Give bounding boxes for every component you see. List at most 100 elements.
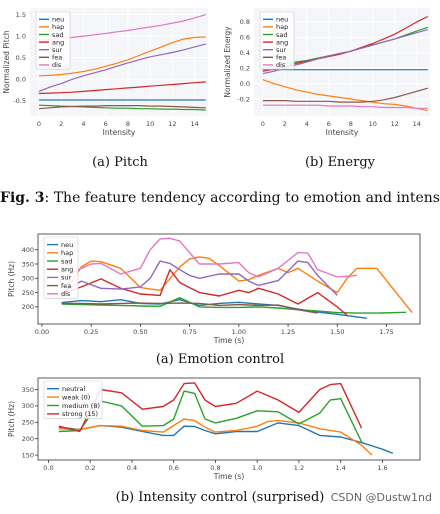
- x-tick-label: 0: [261, 120, 265, 128]
- y-tick-label: 250: [22, 419, 34, 427]
- y-tick-label: 0.4: [240, 49, 250, 57]
- series-line-ang: [61, 269, 348, 316]
- x-tick-label: 6: [327, 120, 331, 128]
- series-line-sad: [61, 296, 407, 314]
- y-axis-label: Pitch (Hz): [7, 401, 16, 437]
- legend-label: sad: [52, 31, 64, 39]
- x-tick-label: 4: [305, 120, 309, 128]
- x-tick-label: 0.25: [84, 328, 98, 336]
- y-tick-label: 300: [22, 275, 34, 283]
- series-line-hap: [38, 36, 206, 77]
- legend-label: strong (15): [62, 410, 98, 418]
- y-tick-label: 250: [22, 289, 34, 297]
- x-tick-label: 0.0: [43, 464, 53, 472]
- legend-label: medium (8): [62, 402, 100, 410]
- watermark: CSDN @Dustw1nd: [330, 491, 432, 504]
- legend-box: [43, 380, 103, 419]
- energy-chart: 0 2 4 6 8 10 12 14 -0.2 0.0 0.2 0.4 0.6 0.8 Intensity N…: [220, 0, 440, 150]
- legend-label: neu: [61, 241, 73, 249]
- plot-frame: [37, 233, 421, 325]
- x-tick-label: 12: [168, 120, 176, 128]
- legend-label: hap: [61, 249, 73, 257]
- x-tick-label: 0.75: [182, 328, 196, 336]
- x-axis-label: Intensity: [103, 128, 136, 137]
- y-tick-label: 1.0: [16, 32, 26, 40]
- x-tick-label: 1.75: [379, 328, 393, 336]
- legend-label: fea: [276, 54, 286, 62]
- y-tick-label: 0.0: [240, 80, 250, 88]
- plot-frame: [37, 377, 421, 461]
- series-line-dis: [262, 104, 428, 109]
- series-line-weak-0-: [58, 418, 373, 456]
- y-tick-label: 0.6: [240, 34, 250, 42]
- x-tick-label: 10: [369, 120, 377, 128]
- y-tick-label: 350: [22, 386, 34, 394]
- series-line-fea: [262, 87, 428, 103]
- intensity-control-chart: 0.0 0.2 0.4 0.6 0.8 1.0 1.2 1.4 1.6 150 200 250 300 3…: [0, 372, 440, 484]
- legend-label: dis: [52, 61, 62, 69]
- series-line-sur: [61, 260, 338, 296]
- y-tick-label: -0.2: [237, 95, 250, 103]
- figure-caption-text: : The feature tendency according to emot…: [44, 190, 440, 206]
- x-tick-label: 1.00: [232, 328, 246, 336]
- y-tick-label: 1.5: [16, 11, 26, 19]
- x-tick-label: 1.6: [377, 464, 387, 472]
- series-line-hap: [61, 256, 413, 314]
- y-tick-label: 400: [22, 246, 34, 254]
- y-axis-label: Pitch (Hz): [7, 261, 16, 297]
- x-tick-label: 0.00: [35, 328, 49, 336]
- x-tick-label: 2: [283, 120, 287, 128]
- x-tick-label: 1.50: [330, 328, 344, 336]
- y-axis-label: Normalized Energy: [223, 26, 232, 98]
- legend-label: ang: [52, 38, 64, 46]
- legend-label: sad: [61, 257, 73, 265]
- legend-label: weak (0): [62, 393, 90, 401]
- x-tick-label: 1.4: [336, 464, 346, 472]
- legend-label: neutral: [62, 385, 85, 393]
- x-tick-label: 0.8: [210, 464, 220, 472]
- series-line-medium-8-: [58, 390, 363, 443]
- x-tick-label: 0.50: [133, 328, 147, 336]
- x-tick-label: 12: [391, 120, 399, 128]
- caption-emotion-control: (a) Emotion control: [155, 352, 285, 367]
- y-tick-label: 0.2: [240, 64, 250, 72]
- y-tick-label: 200: [22, 435, 34, 443]
- legend-label: fea: [52, 54, 62, 62]
- x-tick-label: 0.4: [127, 464, 137, 472]
- series-line-neu: [61, 298, 367, 319]
- plot-area: [38, 234, 420, 324]
- series-line-fea: [38, 104, 206, 110]
- y-tick-label: 350: [22, 260, 34, 268]
- y-axis-label: Normalized Pitch: [2, 30, 11, 93]
- y-tick-label: 200: [22, 303, 34, 311]
- pitch-chart: 0 2 4 6 8 10 12 14 -0.5 0.0 0.5 1.0 1.5 Intensity Norm…: [0, 0, 220, 150]
- y-tick-label: -0.5: [13, 97, 26, 105]
- series-line-strong-15-: [58, 382, 363, 433]
- legend-label: fea: [61, 282, 71, 290]
- x-tick-label: 0: [37, 120, 41, 128]
- series-line-sur: [38, 43, 206, 92]
- legend-label: neu: [276, 16, 288, 24]
- x-tick-label: 0.6: [169, 464, 179, 472]
- x-tick-label: 2: [59, 120, 63, 128]
- legend-label: sad: [276, 31, 288, 39]
- legend-label: ang: [276, 38, 288, 46]
- x-tick-label: 6: [104, 120, 108, 128]
- legend-label: sur: [61, 274, 72, 282]
- x-tick-label: 4: [81, 120, 85, 128]
- caption-energy: (b) Energy: [304, 155, 376, 170]
- x-axis-label: Time (s): [213, 336, 245, 345]
- x-tick-label: 14: [191, 120, 199, 128]
- y-tick-label: 0.5: [16, 54, 26, 62]
- series-line-fea: [61, 302, 318, 314]
- x-axis-label: Time (s): [213, 472, 245, 481]
- x-tick-label: 0.2: [85, 464, 95, 472]
- x-tick-label: 8: [126, 120, 130, 128]
- y-tick-label: 150: [22, 451, 34, 459]
- x-tick-label: 10: [146, 120, 154, 128]
- series-line-hap: [262, 79, 428, 112]
- y-tick-label: 0.8: [240, 18, 250, 26]
- series-line-ang: [38, 81, 206, 95]
- figure-caption: Fig. 3: The feature tendency according t…: [0, 190, 440, 206]
- legend-label: hap: [52, 23, 64, 31]
